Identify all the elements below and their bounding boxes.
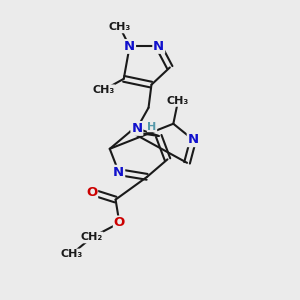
Text: CH₃: CH₃ bbox=[60, 249, 82, 260]
Text: CH₃: CH₃ bbox=[92, 85, 115, 95]
Text: CH₃: CH₃ bbox=[109, 22, 131, 32]
Text: CH₂: CH₂ bbox=[80, 232, 103, 242]
Text: CH₃: CH₃ bbox=[167, 96, 189, 106]
Text: N: N bbox=[124, 40, 135, 53]
Text: H: H bbox=[147, 122, 157, 132]
Text: N: N bbox=[153, 40, 164, 53]
Text: O: O bbox=[86, 185, 97, 199]
Text: N: N bbox=[188, 133, 199, 146]
Text: O: O bbox=[114, 216, 125, 230]
Text: N: N bbox=[131, 122, 142, 135]
Text: N: N bbox=[113, 166, 124, 179]
